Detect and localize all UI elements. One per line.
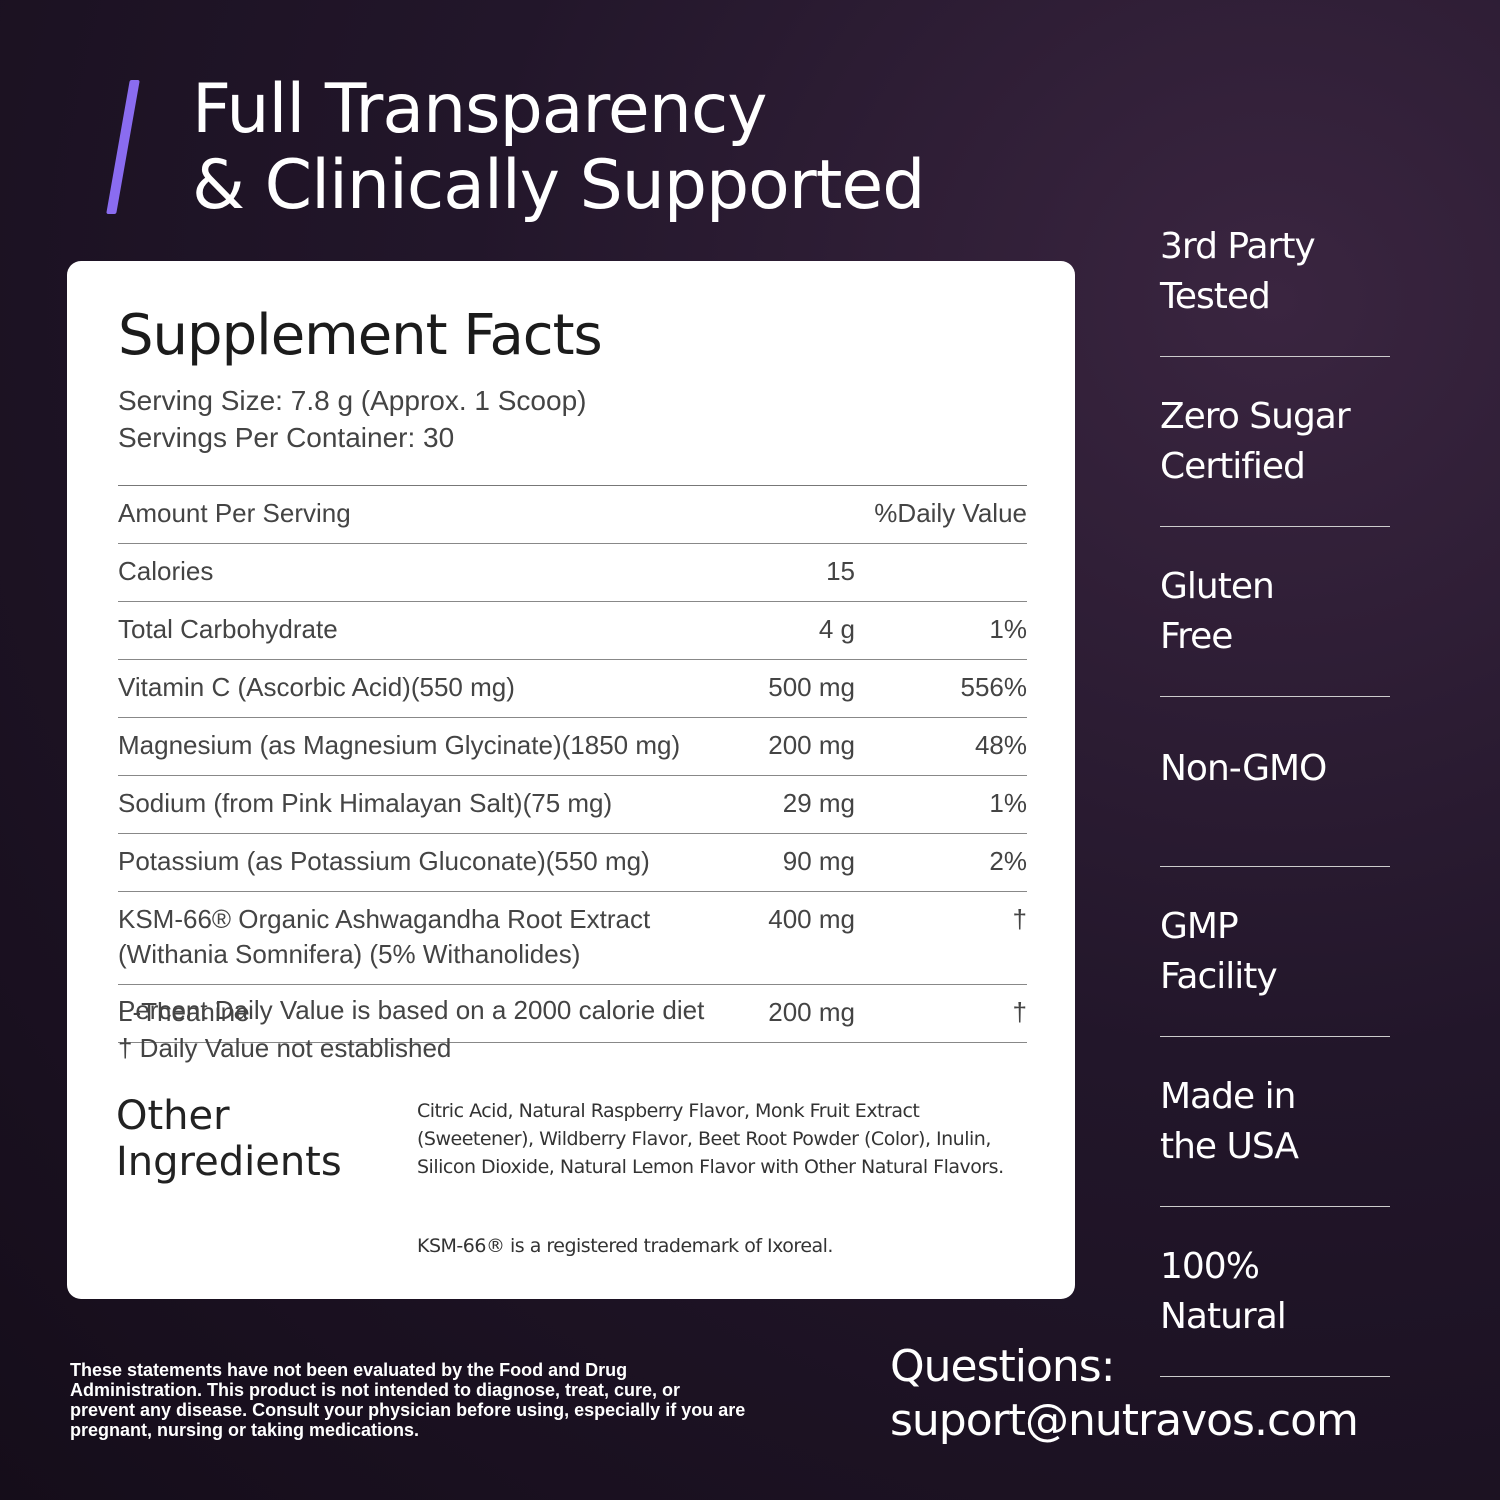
nutrient-dv: 2% xyxy=(989,846,1027,876)
nutrient-name: Magnesium (as Magnesium Glycinate)(1850 … xyxy=(118,730,681,760)
badge: Gluten Free xyxy=(1160,562,1390,697)
nutrient-dv: † xyxy=(1012,997,1027,1027)
accent-bar xyxy=(106,80,140,214)
other-text: Citric Acid, Natural Raspberry Flavor, M… xyxy=(417,1100,1004,1178)
nutrient-dv: 48% xyxy=(974,730,1027,760)
facts-card: Supplement Facts Serving Size: 7.8 g (Ap… xyxy=(67,261,1075,1299)
badge: Zero Sugar Certified xyxy=(1160,392,1390,527)
note: Percent Daily Value is based on a 2000 c… xyxy=(118,995,705,1025)
contact: Questions: suport@nutravos.com xyxy=(890,1340,1359,1448)
badge: 3rd Party Tested xyxy=(1160,222,1390,357)
header-row: Amount Per Serving %Daily Value xyxy=(118,486,1027,544)
servings: Servings Per Container: 30 xyxy=(118,422,455,453)
nutrient-amount: 200 mg xyxy=(768,997,855,1027)
nutrient-amount: 90 mg xyxy=(782,846,855,876)
facts-table: Amount Per Serving %Daily Value Calories 15… xyxy=(118,485,1027,1043)
badge: GMP Facility xyxy=(1160,902,1390,1037)
trademark: KSM-66® is a registered trademark of Ixo… xyxy=(417,1235,833,1257)
serving-size: Serving Size: 7.8 g (Approx. 1 Scoop) xyxy=(118,385,587,416)
nutrient-dv: 556% xyxy=(960,672,1028,702)
note: † Daily Value not established xyxy=(118,1033,452,1063)
fact-row: Calories 15 xyxy=(118,544,1027,602)
fact-row: Total Carbohydrate 4 g 1% xyxy=(118,602,1027,660)
fact-row: Sodium (from Pink Himalayan Salt)(75 mg)… xyxy=(118,776,1027,834)
column-label: %Daily Value xyxy=(874,498,1027,528)
contact-email: suport@nutravos.com xyxy=(890,1395,1359,1446)
empty-cell xyxy=(855,554,1027,589)
headline-line: Full Transparency xyxy=(192,70,767,149)
fact-row: KSM-66® Organic Ashwagandha Root Extract… xyxy=(118,892,1027,985)
contact-label: Questions: xyxy=(890,1341,1116,1392)
nutrient-dv: 1% xyxy=(989,788,1027,818)
nutrient-name: Vitamin C (Ascorbic Acid)(550 mg) xyxy=(118,672,515,702)
nutrient-dv: † xyxy=(1012,904,1027,934)
badge: Made in the USA xyxy=(1160,1072,1390,1207)
badge: 100% Natural xyxy=(1160,1242,1390,1377)
nutrient-name: Sodium (from Pink Himalayan Salt)(75 mg) xyxy=(118,788,613,818)
fact-row: Potassium (as Potassium Gluconate)(550 m… xyxy=(118,834,1027,892)
nutrient-name: Total Carbohydrate xyxy=(118,614,338,644)
facts-title: Supplement Facts xyxy=(118,303,603,368)
nutrient-name: KSM-66® Organic Ashwagandha Root Extract… xyxy=(118,904,651,969)
nutrient-dv: 1% xyxy=(989,614,1027,644)
nutrient-amount: 15 xyxy=(826,556,855,586)
fact-row: Vitamin C (Ascorbic Acid)(550 mg) 500 mg 5… xyxy=(118,660,1027,718)
fact-row: L-Theanine 200 mg † xyxy=(118,985,1027,1043)
headline-line: & Clinically Supported xyxy=(192,146,925,225)
notes: Percent Daily Value is based on a 2000 c… xyxy=(118,991,704,1067)
badge: Non-GMO xyxy=(1160,732,1390,867)
nutrient-amount: 29 mg xyxy=(782,788,855,818)
nutrient-name: L-Theanine xyxy=(118,997,250,1027)
nutrient-amount: 500 mg xyxy=(768,672,855,702)
nutrient-name: Calories xyxy=(118,556,214,586)
fact-row: Magnesium (as Magnesium Glycinate)(1850 … xyxy=(118,718,1027,776)
nutrient-amount: 200 mg xyxy=(768,730,855,760)
headline: Full Transparency & Clinically Supported xyxy=(192,70,925,225)
disclaimer: These statements have not been evaluated… xyxy=(70,1360,746,1440)
nutrient-name: Potassium (as Potassium Gluconate)(550 m… xyxy=(118,846,650,876)
nutrient-amount: 4 g xyxy=(818,614,855,644)
other-title: Other Ingredients xyxy=(116,1093,342,1185)
column-label: Amount Per Serving xyxy=(118,498,351,528)
nutrient-amount: 400 mg xyxy=(768,904,855,934)
